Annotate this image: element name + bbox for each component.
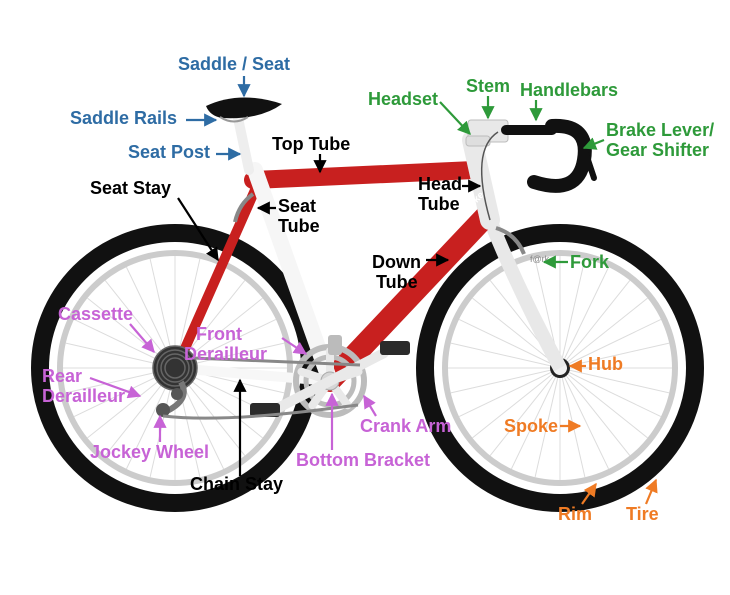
seat-stay-label: Seat Stay: [90, 178, 171, 198]
saddle-seat-label: Saddle / Seat: [178, 54, 290, 74]
down-tube-2-label: Tube: [376, 272, 418, 292]
head-tube-1-label: Head: [418, 174, 462, 194]
jockey-wheel-label: Jockey Wheel: [90, 442, 209, 462]
down-tube-1-label: Down: [372, 252, 421, 272]
head-tube-2-label: Tube: [418, 194, 460, 214]
crank-arm-label: Crank Arm: [360, 416, 451, 436]
rim-label: Rim: [558, 504, 592, 524]
seat-tube-1-label: Seat: [278, 196, 316, 216]
seat-tube-2-label: Tube: [278, 216, 320, 236]
tire-label: Tire: [626, 504, 659, 524]
brake-lever-2-label: Gear Shifter: [606, 140, 709, 160]
headset-label: Headset: [368, 89, 438, 109]
labels: Saddle / Seat Saddle Rails Seat Post Top Tu…: [42, 54, 714, 524]
brake-lever-1-label: Brake Lever/: [606, 120, 714, 140]
tire-arrow: [646, 480, 656, 504]
jockey-wheel: [156, 403, 170, 417]
seat-post: [238, 118, 249, 170]
bike-diagram: f@rkRoad BikeSaddle / SeatSaddle RailsSe…: [0, 0, 730, 595]
pedal-right: [380, 341, 410, 355]
front-der-2-label: Derailleur: [184, 344, 267, 364]
bottom-bracket-label: Bottom Bracket: [296, 450, 430, 470]
spoke-label: Spoke: [504, 416, 558, 436]
rear-der-1-label: Rear: [42, 366, 82, 386]
rear-der-2-label: Derailleur: [42, 386, 125, 406]
saddle-rails-label: Saddle Rails: [70, 108, 177, 128]
hub-label: Hub: [588, 354, 623, 374]
handlebars-label: Handlebars: [520, 80, 618, 100]
stem-label: Stem: [466, 76, 510, 96]
headset-arrow: [440, 102, 470, 134]
cassette-label: Cassette: [58, 304, 133, 324]
top-tube-label: Top Tube: [272, 134, 350, 154]
front-derailleur: [328, 335, 342, 355]
fork-label: Fork: [570, 252, 610, 272]
front-der-1-label: Front: [196, 324, 242, 344]
seat-post-label: Seat Post: [128, 142, 210, 162]
saddle: [206, 97, 282, 118]
crank-arm-arrow: [364, 396, 376, 416]
chain-stay-label: Chain Stay: [190, 474, 283, 494]
